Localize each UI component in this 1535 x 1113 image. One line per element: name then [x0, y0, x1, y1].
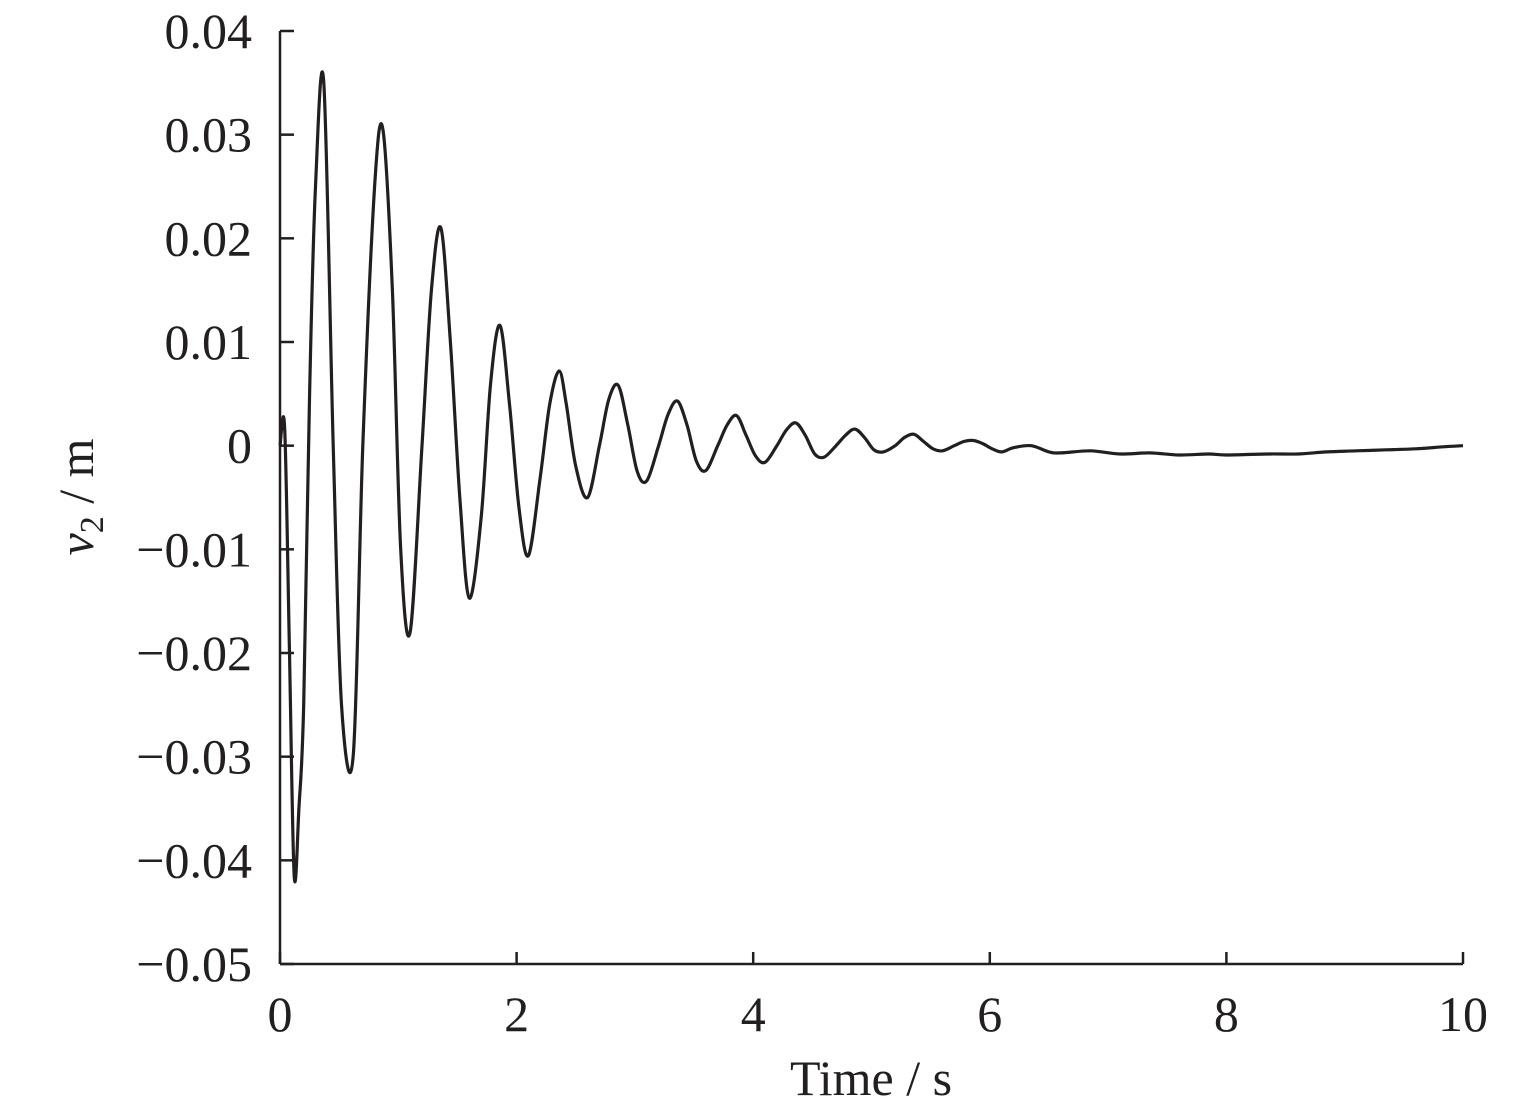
y-axis-title: v2 / m	[48, 438, 111, 555]
y-tick-label: −0.04	[136, 832, 252, 888]
y-axis-title-subscript: 2	[74, 516, 111, 533]
y-tick-label: 0.04	[165, 3, 253, 59]
y-tick-label: −0.03	[136, 729, 252, 785]
x-tick-label: 4	[741, 986, 766, 1042]
y-tick-label: 0.03	[165, 107, 253, 163]
y-tick-label: −0.05	[136, 936, 252, 992]
x-axis-title: Time / s	[790, 1050, 952, 1106]
y-axis-title-unit: / m	[48, 438, 104, 516]
y-axis-title-variable: v	[48, 533, 104, 556]
y-tick-label: 0	[227, 418, 252, 474]
y-tick-label: 0.02	[165, 210, 253, 266]
x-tick-label: 8	[1214, 986, 1239, 1042]
x-tick-label: 2	[504, 986, 529, 1042]
y-tick-label: −0.02	[136, 625, 252, 681]
series-line-v2	[278, 70, 1464, 884]
x-axis-ticks: 0 2 4 6 8 10	[268, 952, 1488, 1042]
y-axis-ticks: 0.04 0.03 0.02 0.01 0 −0.01 −0.02 −0.03 −0.04 −0.…	[136, 3, 294, 992]
y-tick-label: 0.01	[165, 314, 253, 370]
x-tick-label: 6	[977, 986, 1002, 1042]
x-tick-label: 10	[1438, 986, 1488, 1042]
x-tick-label: 0	[268, 986, 293, 1042]
y-tick-label: −0.01	[136, 521, 252, 577]
